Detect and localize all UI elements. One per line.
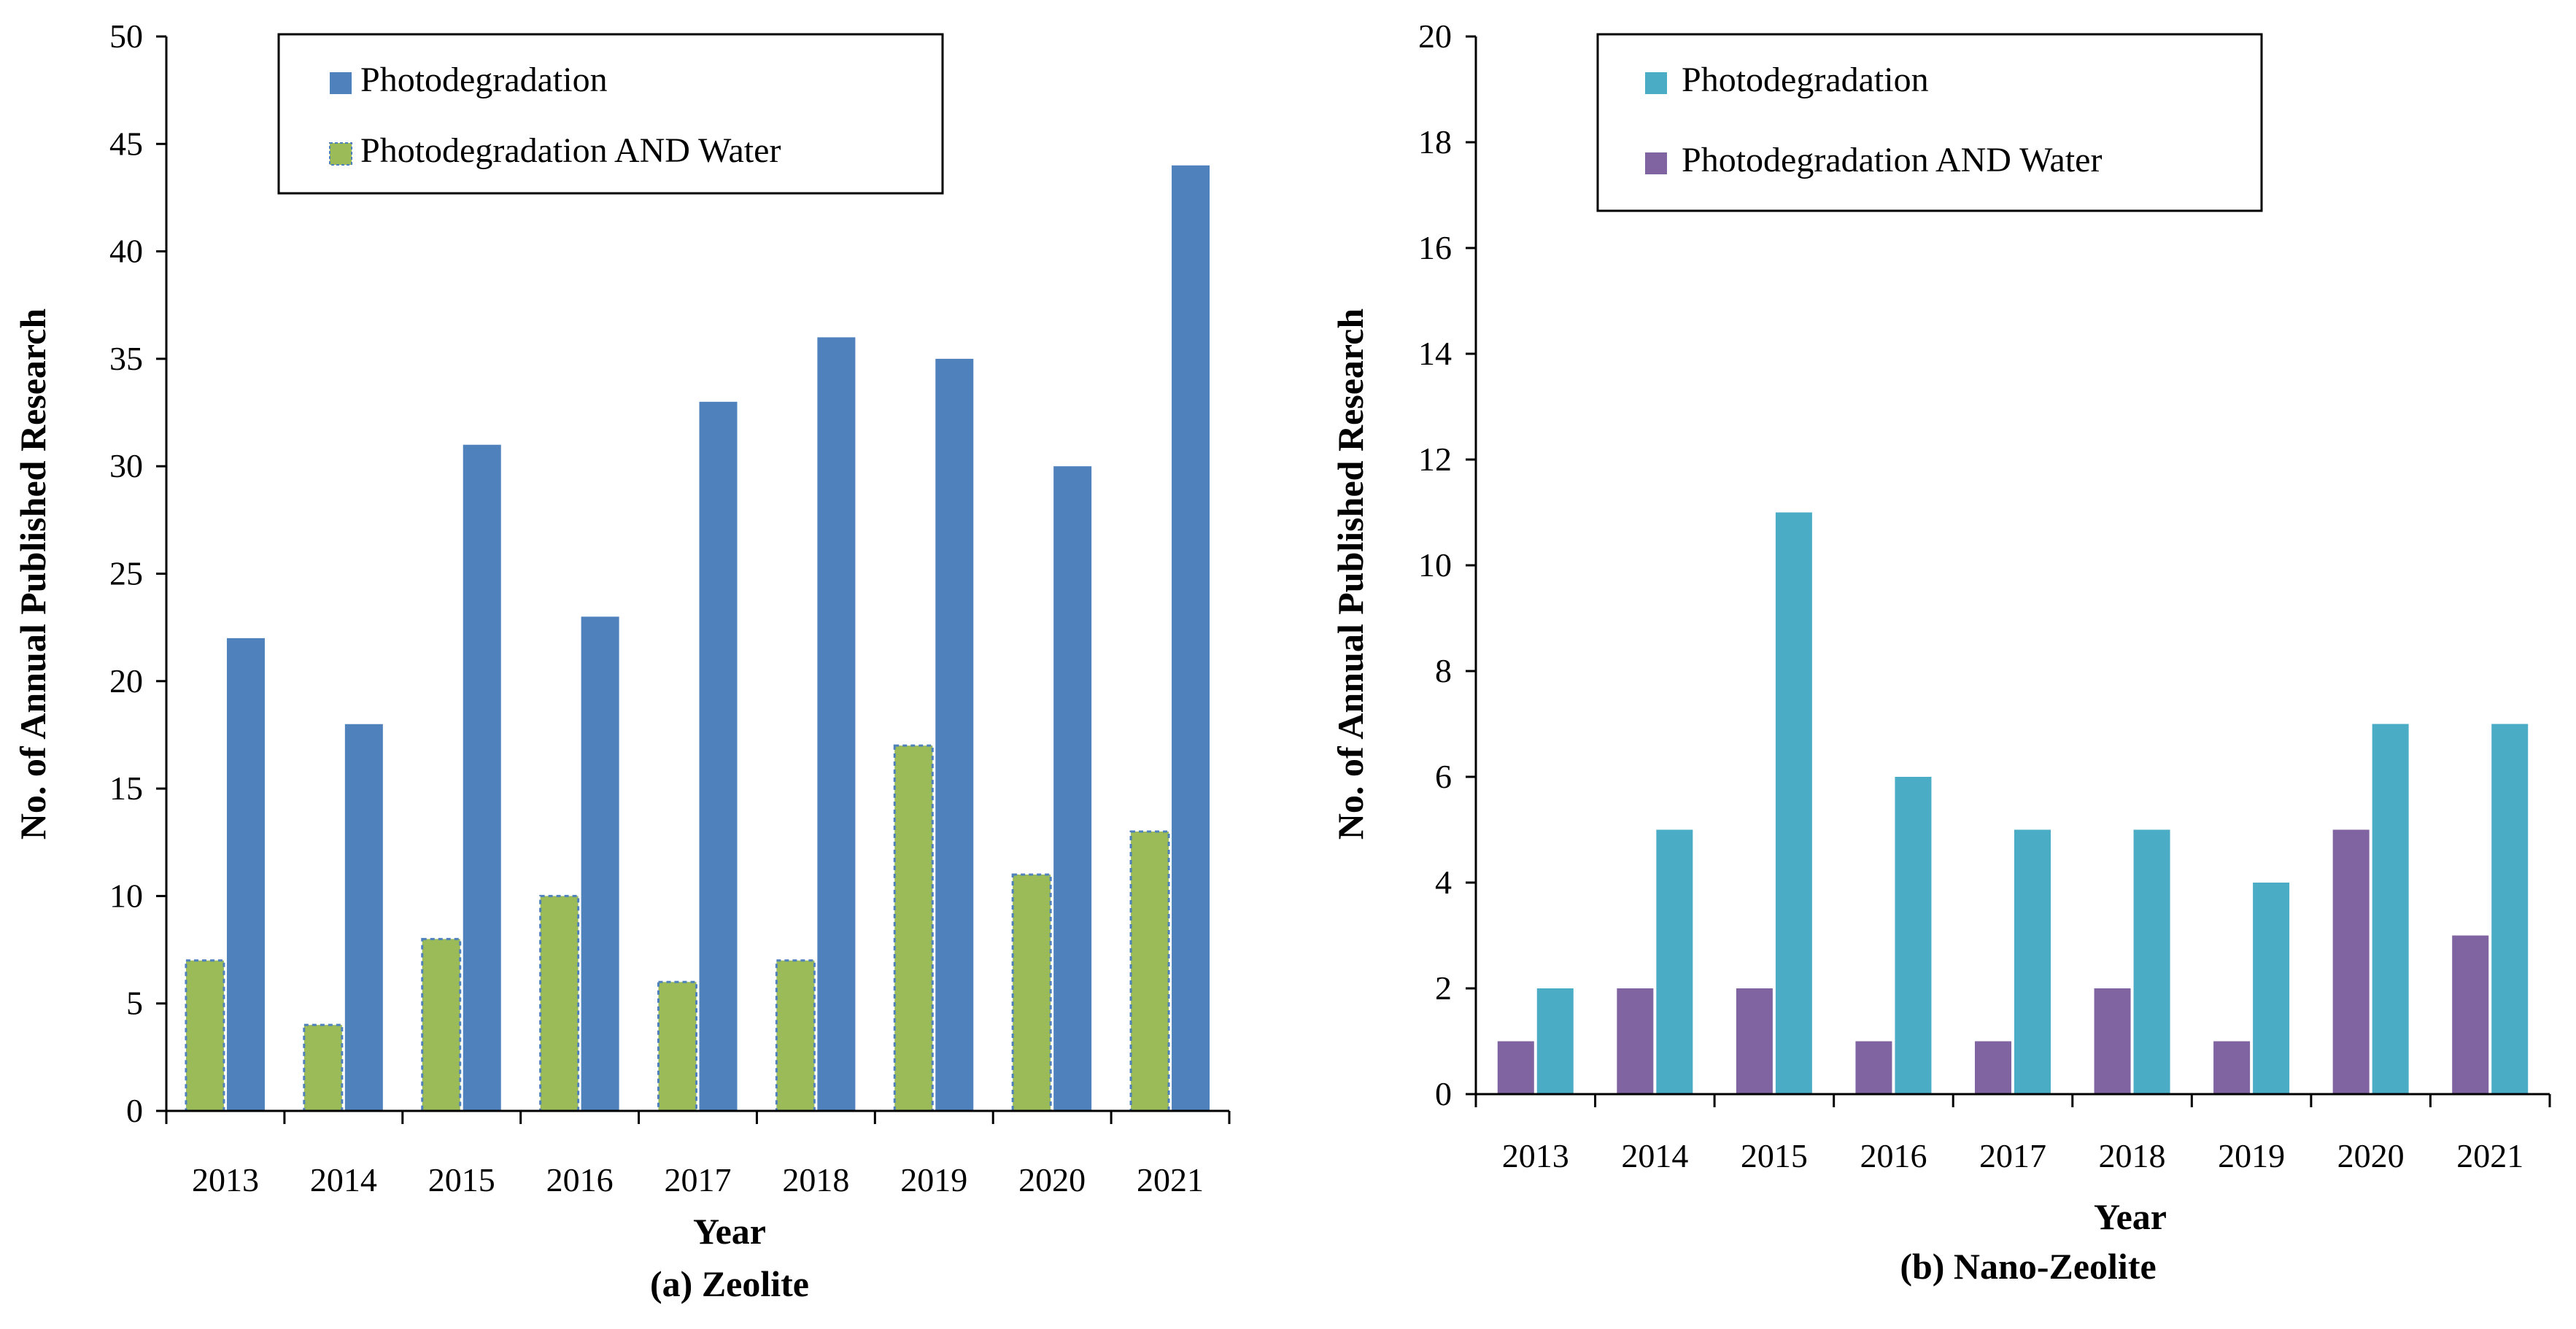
bar-water: [2332, 829, 2370, 1094]
x-tick-label: 2020: [2337, 1137, 2405, 1174]
x-tick-label: 2014: [310, 1161, 377, 1198]
legend-label: Photodegradation AND Water: [360, 131, 781, 170]
bar-water: [2452, 935, 2489, 1094]
y-tick-label: 14: [1418, 335, 1452, 372]
x-tick-label: 2015: [428, 1161, 495, 1198]
bar-water: [1011, 873, 1052, 1112]
y-tick-label: 8: [1435, 652, 1452, 689]
y-tick-label: 15: [109, 770, 143, 807]
y-tick-label: 50: [109, 18, 143, 55]
x-tick-label: 2020: [1018, 1161, 1086, 1198]
legend-box: [1596, 33, 2263, 212]
legend-swatch: [1645, 152, 1667, 174]
legend-swatch: [329, 142, 352, 166]
x-tick-label: 2014: [1621, 1137, 1688, 1174]
bar-water: [893, 744, 934, 1112]
x-tick-label: 2018: [2099, 1137, 2166, 1174]
bar-photodegradation: [935, 358, 974, 1111]
y-tick-label: 45: [109, 125, 143, 162]
bar-photodegradation: [2491, 724, 2529, 1094]
x-axis-title: Year: [2094, 1196, 2167, 1237]
y-tick-label: 5: [126, 985, 143, 1022]
bar-water: [2213, 1041, 2251, 1094]
bar-water: [1497, 1041, 1534, 1094]
bar-photodegradation: [581, 616, 619, 1111]
x-tick-label: 2013: [1502, 1137, 1569, 1174]
y-tick-label: 16: [1418, 229, 1452, 266]
bar-water: [185, 959, 225, 1112]
bar-water: [775, 959, 816, 1112]
y-tick-label: 12: [1418, 441, 1452, 478]
x-tick-label: 2013: [192, 1161, 259, 1198]
bar-photodegradation: [1656, 829, 1693, 1094]
bar-photodegradation: [2014, 829, 2051, 1094]
y-tick-label: 30: [109, 447, 143, 484]
bar-photodegradation: [1895, 777, 1932, 1094]
legend-box: [277, 33, 944, 195]
chart-caption: (a) Zeolite: [650, 1263, 809, 1304]
bar-photodegradation: [817, 337, 856, 1112]
y-tick-label: 0: [126, 1092, 143, 1129]
y-tick-label: 2: [1435, 969, 1452, 1007]
bar-water: [657, 980, 697, 1112]
x-tick-label: 2017: [1979, 1137, 2046, 1174]
x-tick-label: 2016: [546, 1161, 614, 1198]
bar-photodegradation: [2133, 829, 2170, 1094]
y-tick-label: 18: [1418, 123, 1452, 160]
bar-photodegradation: [1053, 466, 1092, 1111]
bar-water: [1617, 988, 1654, 1094]
x-tick-label: 2021: [1137, 1161, 1204, 1198]
x-tick-label: 2016: [1860, 1137, 1927, 1174]
y-tick-label: 20: [1418, 18, 1452, 55]
legend-label: Photodegradation AND Water: [1682, 141, 2102, 179]
bar-photodegradation: [1172, 165, 1210, 1111]
bar-water: [1129, 830, 1170, 1112]
bar-photodegradation: [699, 401, 738, 1111]
y-tick-label: 10: [109, 877, 143, 914]
y-tick-label: 35: [109, 340, 143, 377]
legend-swatch: [330, 72, 352, 94]
x-tick-label: 2019: [2218, 1137, 2285, 1174]
x-tick-label: 2021: [2456, 1137, 2523, 1174]
legend-swatch: [1645, 72, 1667, 94]
y-tick-label: 10: [1418, 546, 1452, 584]
y-tick-label: 0: [1435, 1075, 1452, 1112]
y-tick-label: 4: [1435, 864, 1452, 901]
chart-zeolite: 0 5 10 15 20 25 30 35 40 45 50 2013 2014 2015 2016 2017…: [12, 18, 1231, 1304]
bar-photodegradation: [344, 724, 383, 1111]
bar-water: [303, 1023, 344, 1112]
x-tick-label: 2015: [1741, 1137, 1808, 1174]
bar-photodegradation: [2253, 883, 2290, 1094]
bar-photodegradation: [1775, 512, 1812, 1094]
chart-caption: (b) Nano-Zeolite: [1900, 1246, 2156, 1287]
x-axis-title: Year: [693, 1211, 766, 1252]
bar-photodegradation: [2372, 724, 2409, 1094]
chart-nano-zeolite: 0 2 4 6 8 10 12 14 16 18 20 2013 2014 2015 2016 2017 201…: [1330, 18, 2551, 1287]
legend-label: Photodegradation: [360, 61, 608, 99]
y-tick-label: 25: [109, 555, 143, 592]
bar-photodegradation: [463, 444, 501, 1111]
bar-water: [2094, 988, 2131, 1094]
x-tick-label: 2019: [900, 1161, 967, 1198]
y-axis-title: No. of Annual Published Research: [1330, 309, 1371, 840]
bar-photodegradation: [226, 638, 265, 1111]
y-tick-label: 20: [109, 662, 143, 700]
y-axis-title: No. of Annual Published Research: [12, 309, 53, 840]
bar-water: [539, 894, 580, 1112]
legend-label: Photodegradation: [1682, 61, 1929, 99]
bar-photodegradation: [1536, 988, 1574, 1094]
bar-water: [421, 937, 462, 1112]
y-tick-label: 6: [1435, 758, 1452, 795]
bar-water: [1736, 988, 1773, 1094]
x-tick-label: 2017: [665, 1161, 732, 1198]
bar-water: [1855, 1041, 1892, 1094]
y-tick-label: 40: [109, 233, 143, 270]
x-tick-label: 2018: [782, 1161, 849, 1198]
bar-water: [1975, 1041, 2011, 1094]
